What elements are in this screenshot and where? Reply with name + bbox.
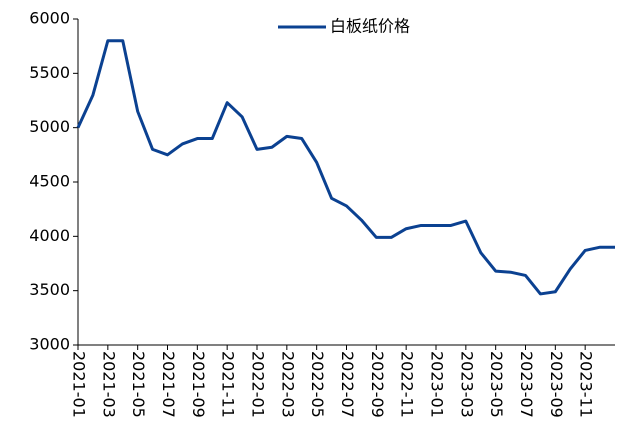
y-tick-label: 5000 [29, 117, 70, 136]
x-tick-label: 2023-01 [428, 351, 447, 418]
x-tick-label: 2021-05 [129, 351, 148, 418]
line [76, 39, 615, 296]
x-tick-label: 2021-01 [70, 351, 89, 418]
y-tick-label: 6000 [29, 9, 70, 28]
x-tick-label: 2021-07 [159, 351, 178, 418]
x-tick-label: 2023-07 [517, 351, 536, 418]
x-tick-label: 2022-03 [278, 351, 297, 418]
legend-label: 白板纸价格 [330, 17, 410, 36]
x-tick-label: 2023-09 [547, 351, 566, 418]
x-tick-label: 2022-09 [368, 351, 387, 418]
y-tick-label: 4500 [29, 172, 70, 191]
x-tick-label: 2023-03 [457, 351, 476, 418]
y-tick-label: 3500 [29, 280, 70, 299]
x-tick-label: 2021-11 [219, 351, 238, 418]
x-tick-label: 2023-11 [577, 351, 596, 418]
x-tick-label: 2022-05 [308, 351, 327, 418]
y-tick-label: 3000 [29, 335, 70, 354]
y-tick-label: 5500 [29, 63, 70, 82]
x-tick-label: 2022-01 [249, 351, 268, 418]
x-tick-label: 2022-11 [398, 351, 417, 418]
x-tick-label: 2021-09 [189, 351, 208, 418]
x-tick-label: 2021-03 [99, 351, 118, 418]
x-tick-label: 2023-05 [487, 351, 506, 418]
y-tick-label: 4000 [29, 226, 70, 245]
x-tick-label: 2022-07 [338, 351, 357, 418]
